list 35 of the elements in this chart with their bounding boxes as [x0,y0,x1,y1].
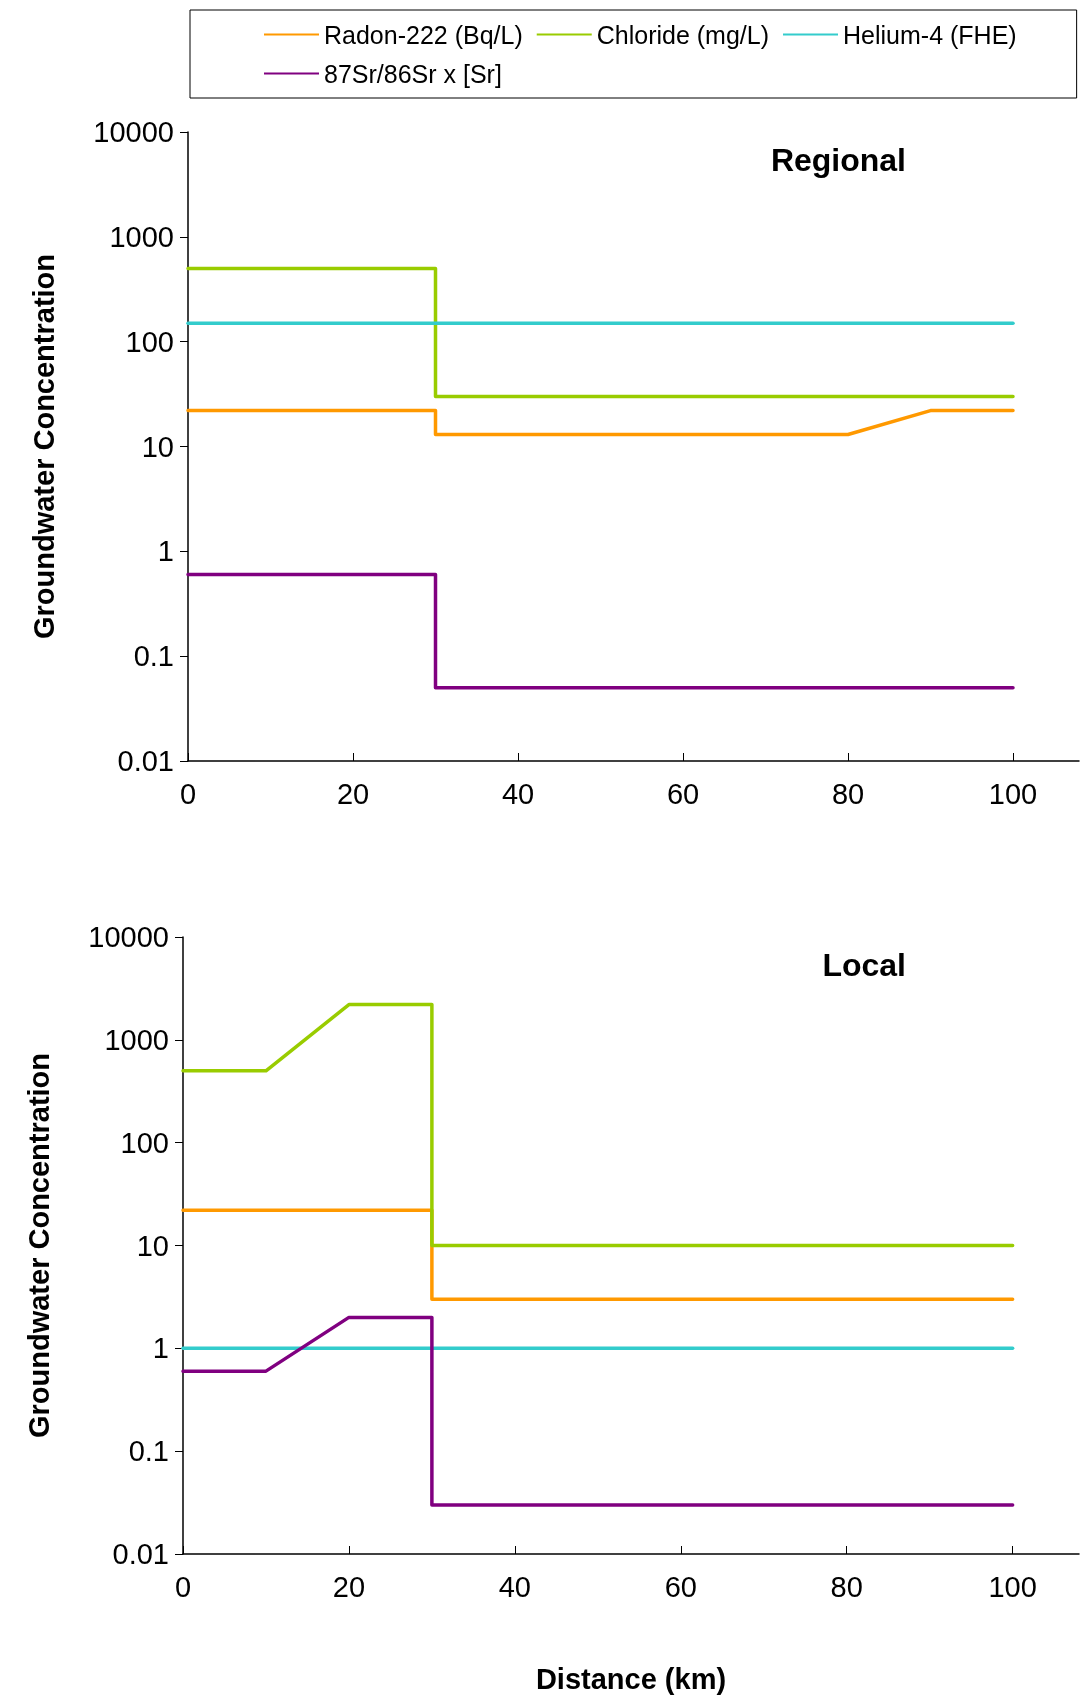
y-axis-title: Groundwater Concentration [27,253,60,640]
x-tick-label: 40 [501,777,535,810]
y-tick-label: 1000 [104,1023,169,1056]
x-tick-label: 60 [666,777,700,810]
y-tick-label: 10000 [93,116,174,148]
legend-label: 87Sr/86Sr x [Sr] [324,59,502,88]
x-tick-label: 20 [332,1570,366,1603]
y-tick-label: 1000 [109,220,174,253]
legend-label: Helium-4 (FHE) [843,20,1017,49]
y-tick-label: 100 [120,1126,169,1159]
x-tick-label: 0 [179,777,197,810]
x-tick-label: 60 [664,1570,697,1603]
y-tick-label: 0.01 [117,745,174,777]
x-axis-title: Distance (km) [535,1662,727,1695]
annotation: Local [822,947,906,983]
x-tick-label: 100 [988,777,1038,810]
x-tick-label: 20 [336,777,370,810]
x-tick-label: 100 [988,1570,1037,1603]
legend-label: Radon-222 (Bq/L) [324,20,523,49]
y-tick-label: 10 [136,1229,169,1262]
y-tick-label: 100 [125,325,174,358]
x-tick-label: 0 [174,1570,192,1603]
y-tick-label: 10000 [88,921,169,953]
x-tick-label: 80 [831,777,865,810]
legend-label: Chloride (mg/L) [596,20,770,49]
y-tick-label: 0.01 [112,1538,169,1570]
x-tick-label: 40 [498,1570,531,1603]
y-tick-label: 1 [152,1332,169,1365]
y-tick-label: 0.1 [128,1435,169,1468]
y-axis-title: Groundwater Concentration [22,1052,55,1439]
y-tick-label: 0.1 [133,640,174,673]
y-tick-label: 10 [141,430,174,463]
annotation: Regional [770,142,906,178]
y-tick-label: 1 [157,535,174,568]
x-tick-label: 80 [830,1570,863,1603]
